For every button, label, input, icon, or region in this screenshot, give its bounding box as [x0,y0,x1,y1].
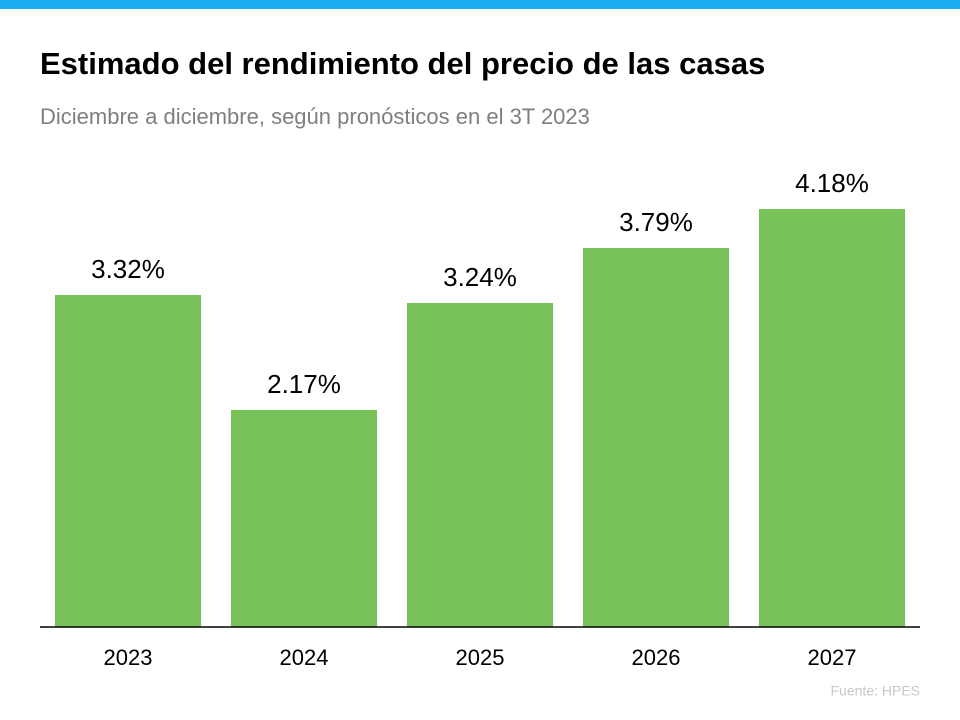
top-band [0,0,960,9]
x-tick-label: 2025 [456,645,505,670]
chart-subtitle: Diciembre a diciembre, según pronósticos… [40,104,590,129]
x-tick-label: 2026 [632,645,681,670]
bar [231,410,377,627]
x-tick-label: 2023 [104,645,153,670]
bar [407,303,553,627]
x-tick-label: 2027 [808,645,857,670]
data-label: 4.18% [795,168,869,198]
bar [583,248,729,627]
bar [759,209,905,627]
data-label: 3.79% [619,207,693,237]
data-label: 3.32% [91,254,165,284]
bar [55,295,201,627]
chart-title: Estimado del rendimiento del precio de l… [40,46,765,81]
data-label: 2.17% [267,369,341,399]
data-label: 3.24% [443,262,517,292]
x-tick-label: 2024 [280,645,329,670]
source-note: Fuente: HPES [831,683,921,699]
